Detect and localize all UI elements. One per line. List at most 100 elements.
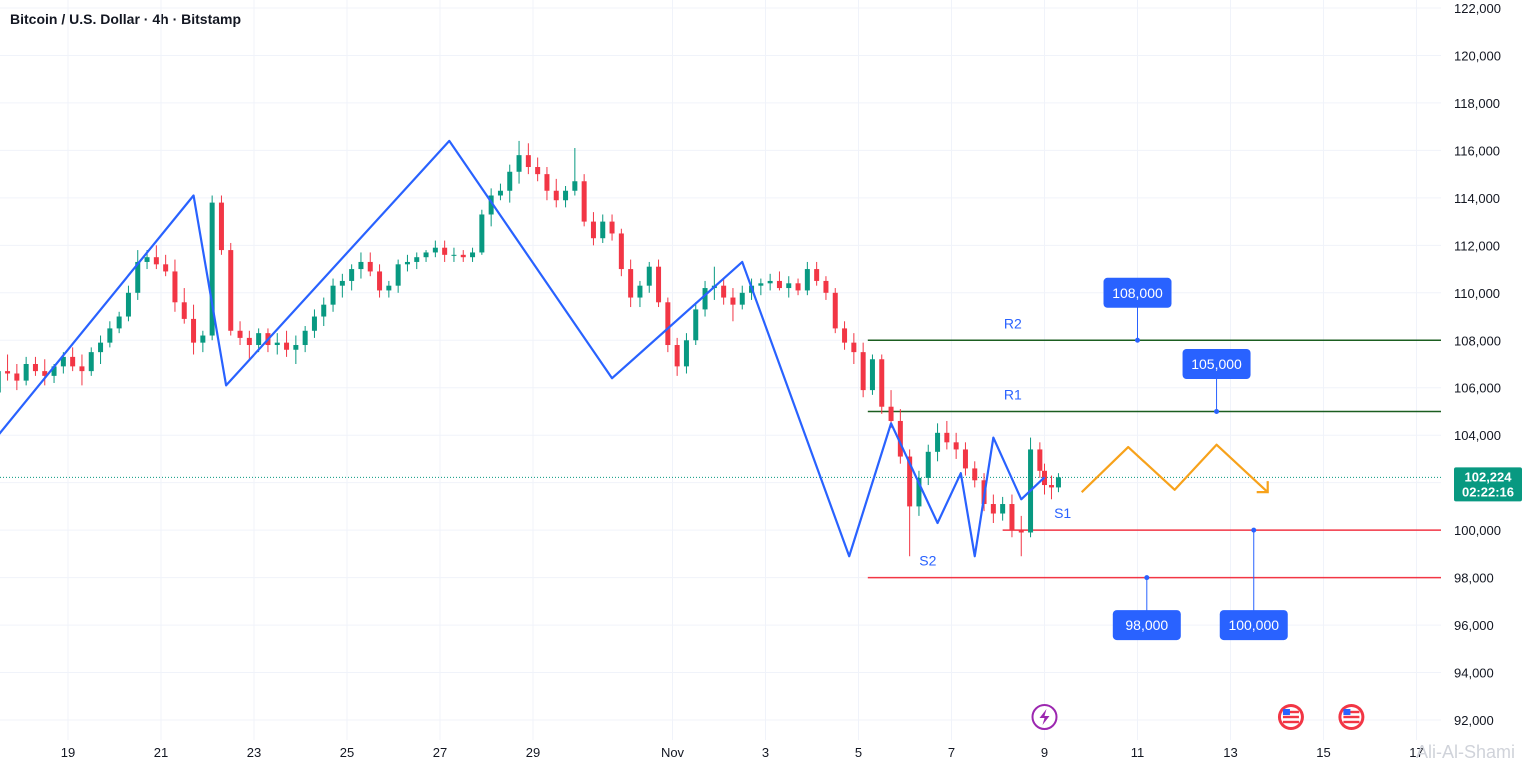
candle-body xyxy=(665,302,671,346)
candle-body xyxy=(5,371,11,374)
candle-body xyxy=(349,269,355,281)
level-label-r1: R1 xyxy=(1004,386,1022,402)
x-tick-label: 27 xyxy=(433,745,447,760)
y-tick-label: 92,000 xyxy=(1454,713,1494,728)
candle-body xyxy=(497,190,503,196)
candle-body xyxy=(572,181,578,191)
candle-body xyxy=(702,288,708,310)
y-tick-label: 108,000 xyxy=(1454,333,1501,348)
candle-body xyxy=(730,297,736,305)
callout-label: 105,000 xyxy=(1191,356,1242,372)
candle-body xyxy=(507,171,513,191)
y-tick-label: 106,000 xyxy=(1454,381,1501,396)
candle-body xyxy=(563,190,569,201)
candle-body xyxy=(181,302,187,319)
candle-body xyxy=(479,214,485,253)
candle-body xyxy=(869,359,875,391)
candle-body xyxy=(386,285,392,291)
candle-body xyxy=(628,269,634,298)
candle-body xyxy=(116,316,122,329)
candle-body xyxy=(144,257,150,262)
candle-body xyxy=(609,221,615,234)
x-tick-label: 19 xyxy=(61,745,75,760)
x-tick-label: 15 xyxy=(1316,745,1330,760)
candle-body xyxy=(367,261,373,272)
x-tick-label: 3 xyxy=(762,745,769,760)
candle-body xyxy=(209,202,215,336)
candle-body xyxy=(125,292,131,317)
y-tick-label: 112,000 xyxy=(1454,238,1500,253)
candle-body xyxy=(23,364,29,381)
lightning-bolt-shape xyxy=(1039,709,1050,725)
candle-body xyxy=(516,155,522,172)
candle-body xyxy=(395,264,401,286)
candle-body xyxy=(358,261,364,270)
candle-body xyxy=(404,261,410,265)
candle-body xyxy=(767,280,773,284)
candle-body xyxy=(600,221,606,239)
candle-body xyxy=(795,283,801,291)
candle-body xyxy=(674,345,680,367)
candle-body xyxy=(302,330,308,346)
candle-body xyxy=(70,356,76,367)
y-tick-label: 114,000 xyxy=(1454,191,1500,206)
candle-body xyxy=(1009,504,1015,531)
candle-body xyxy=(246,337,252,346)
candle-body xyxy=(1000,504,1006,514)
candle-body xyxy=(907,456,913,507)
callout-box xyxy=(1112,610,1181,641)
callout-anchor-dot xyxy=(1251,527,1257,533)
us-flag-stripe xyxy=(1343,720,1360,724)
watermark-author: Ali-Al-Shami xyxy=(1415,742,1515,762)
projection-arrowhead xyxy=(1256,481,1269,494)
y-tick-label: 94,000 xyxy=(1454,666,1494,681)
candle-body xyxy=(1055,477,1061,488)
us-flag-canton xyxy=(1282,709,1290,715)
candle-body xyxy=(916,477,922,507)
candle-body xyxy=(237,330,243,338)
callout-anchor-dot xyxy=(1214,408,1220,414)
y-tick-label: 110,000 xyxy=(1454,286,1500,301)
candle-body xyxy=(786,283,792,289)
candle-body xyxy=(553,190,559,201)
candle-body xyxy=(32,364,38,372)
candle-body xyxy=(683,340,689,367)
x-tick-label: 21 xyxy=(154,745,168,760)
y-tick-label: 120,000 xyxy=(1454,48,1501,63)
candle-body xyxy=(888,406,894,421)
candle-body xyxy=(135,261,141,293)
candle-body xyxy=(200,335,206,343)
callout-anchor-dot xyxy=(1135,337,1140,343)
candle-body xyxy=(414,257,420,262)
candle-body xyxy=(330,285,336,305)
candle-body xyxy=(776,280,782,289)
candle-body xyxy=(321,304,327,317)
candle-body xyxy=(293,345,299,350)
candle-body xyxy=(758,283,764,286)
candle-body xyxy=(990,504,996,514)
us-flag-stripe xyxy=(1282,710,1299,714)
candle-body xyxy=(897,420,903,457)
x-tick-label: 7 xyxy=(948,745,955,760)
candle-body xyxy=(804,269,810,291)
candle-body xyxy=(172,271,178,303)
x-tick-label: 23 xyxy=(247,745,261,760)
candle-body xyxy=(79,366,85,372)
candle-body xyxy=(944,432,950,443)
candle-body xyxy=(590,221,596,239)
candle-body xyxy=(972,468,978,481)
candle-body xyxy=(432,247,438,253)
candle-body xyxy=(228,250,234,331)
candle-body xyxy=(60,356,66,367)
y-tick-label: 100,000 xyxy=(1454,523,1501,538)
candle-body xyxy=(814,269,820,281)
zigzag-pattern-line xyxy=(0,139,1046,558)
x-tick-label: 9 xyxy=(1041,745,1048,760)
projection-path xyxy=(1080,443,1269,493)
candle-body xyxy=(274,342,280,346)
y-tick-label: 116,000 xyxy=(1454,143,1500,158)
level-label-s1: S1 xyxy=(1054,505,1071,521)
candle-body xyxy=(14,373,20,381)
candle-body xyxy=(218,202,224,251)
